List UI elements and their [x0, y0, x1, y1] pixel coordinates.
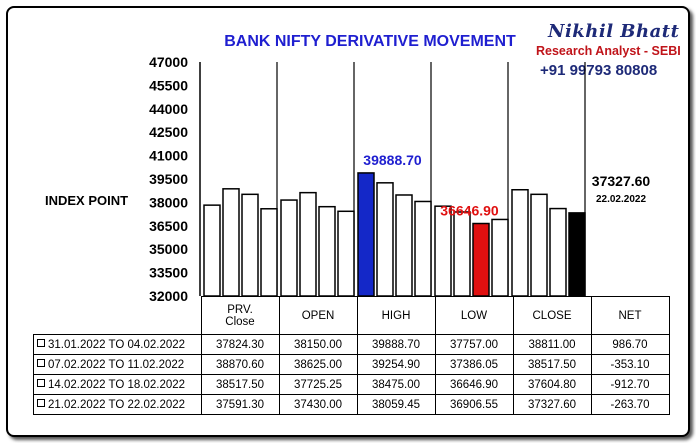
table-cell: 38625.00 [278, 354, 358, 375]
bar [568, 212, 586, 297]
table-cell: 38475.00 [356, 374, 436, 395]
y-tick-label: 33500 [149, 265, 188, 281]
bar [491, 218, 509, 297]
y-tick-label: 32000 [149, 288, 188, 304]
table-cell: 38059.45 [356, 394, 436, 415]
bar [472, 222, 490, 297]
y-tick-label: 47000 [149, 54, 188, 70]
legend-swatch-icon [37, 378, 45, 387]
column-header: OPEN [278, 296, 358, 335]
bar [241, 193, 259, 297]
column-header: CLOSE [512, 296, 592, 335]
y-tick-label: 45500 [149, 77, 188, 93]
table-cell: 38150.00 [278, 334, 358, 355]
table-cell: -912.70 [590, 374, 670, 395]
table-header-row: PRV. Close OPEN HIGH LOW CLOSE NET [34, 296, 670, 335]
brand-role: Research Analyst - SEBI [536, 44, 681, 58]
table-row: 07.02.2022 TO 11.02.2022 38870.60 38625.00… [33, 354, 670, 375]
legend-swatch-icon [37, 358, 45, 367]
table-cell: 38517.50 [512, 354, 592, 375]
brand-phone: +91 99793 80808 [540, 62, 658, 79]
table-cell: 986.70 [590, 334, 670, 355]
bar [434, 205, 452, 297]
row-label-text: 31.01.2022 TO 04.02.2022 [48, 338, 186, 351]
bar [530, 193, 548, 297]
data-label: 37327.60 [592, 173, 651, 189]
row-label-text: 14.02.2022 TO 18.02.2022 [48, 378, 186, 391]
table-cell: 39254.90 [356, 354, 436, 375]
bar [511, 188, 529, 297]
bar [260, 208, 278, 297]
annotation-date: 22.02.2022 [596, 194, 646, 205]
brand-name: Nikhil Bhatt [548, 21, 680, 42]
table-cell: 39888.70 [356, 334, 436, 355]
legend-swatch-icon [37, 338, 45, 347]
table-row: 21.02.2022 TO 22.02.2022 37591.30 37430.00… [33, 394, 670, 415]
bar [414, 200, 432, 297]
column-header: NET [590, 296, 670, 335]
y-tick-label: 38000 [149, 194, 188, 210]
bar [299, 191, 317, 297]
row-label: 31.01.2022 TO 04.02.2022 [33, 334, 202, 355]
table-cell: -353.10 [590, 354, 670, 375]
legend-swatch-icon [37, 398, 45, 407]
table-cell: 38870.60 [200, 354, 280, 375]
bar [549, 207, 567, 297]
chart-title: BANK NIFTY DERIVATIVE MOVEMENT [224, 33, 516, 50]
table-cell: 37604.80 [512, 374, 592, 395]
table-cell: 38811.00 [512, 334, 592, 355]
row-label-text: 07.02.2022 TO 11.02.2022 [48, 358, 185, 371]
data-table: PRV. Close OPEN HIGH LOW CLOSE NET 31.01.2022 … [33, 296, 670, 415]
bar [357, 172, 375, 297]
table-cell: 37591.30 [200, 394, 280, 415]
table-corner [34, 297, 202, 335]
row-label: 21.02.2022 TO 22.02.2022 [33, 394, 202, 415]
bar [376, 182, 394, 297]
table-cell: -263.70 [590, 394, 670, 415]
column-header: LOW [434, 296, 514, 335]
table-cell: 36646.90 [434, 374, 514, 395]
row-label: 14.02.2022 TO 18.02.2022 [33, 374, 202, 395]
data-label: 36646.90 [440, 203, 499, 219]
bar [318, 205, 336, 297]
table-cell: 37725.25 [278, 374, 358, 395]
bar [453, 211, 471, 297]
bar [222, 188, 240, 297]
table-cell: 37757.00 [434, 334, 514, 355]
bar [395, 194, 413, 297]
bar [203, 204, 221, 297]
row-label-text: 21.02.2022 TO 22.02.2022 [48, 398, 186, 411]
column-header: PRV. Close [200, 296, 280, 335]
data-label: 39888.70 [363, 152, 422, 168]
bar [280, 199, 298, 297]
y-tick-label: 36500 [149, 218, 188, 234]
table-cell: 37430.00 [278, 394, 358, 415]
y-tick-label: 44000 [149, 101, 188, 117]
y-tick-label: 41000 [149, 148, 188, 164]
table-cell: 38517.50 [200, 374, 280, 395]
y-tick-label: 39500 [149, 171, 188, 187]
table-row: 14.02.2022 TO 18.02.2022 38517.50 37725.25… [33, 374, 670, 395]
table-row: 31.01.2022 TO 04.02.2022 37824.30 38150.00… [33, 334, 670, 355]
table-cell: 37327.60 [512, 394, 592, 415]
row-label: 07.02.2022 TO 11.02.2022 [33, 354, 202, 375]
table-cell: 36906.55 [434, 394, 514, 415]
y-axis-label: INDEX POINT [45, 193, 129, 208]
table-cell: 37386.05 [434, 354, 514, 375]
bar [337, 210, 355, 297]
table-cell: 37824.30 [200, 334, 280, 355]
y-tick-label: 42500 [149, 124, 188, 140]
y-tick-label: 35000 [149, 241, 188, 257]
column-header: HIGH [356, 296, 436, 335]
